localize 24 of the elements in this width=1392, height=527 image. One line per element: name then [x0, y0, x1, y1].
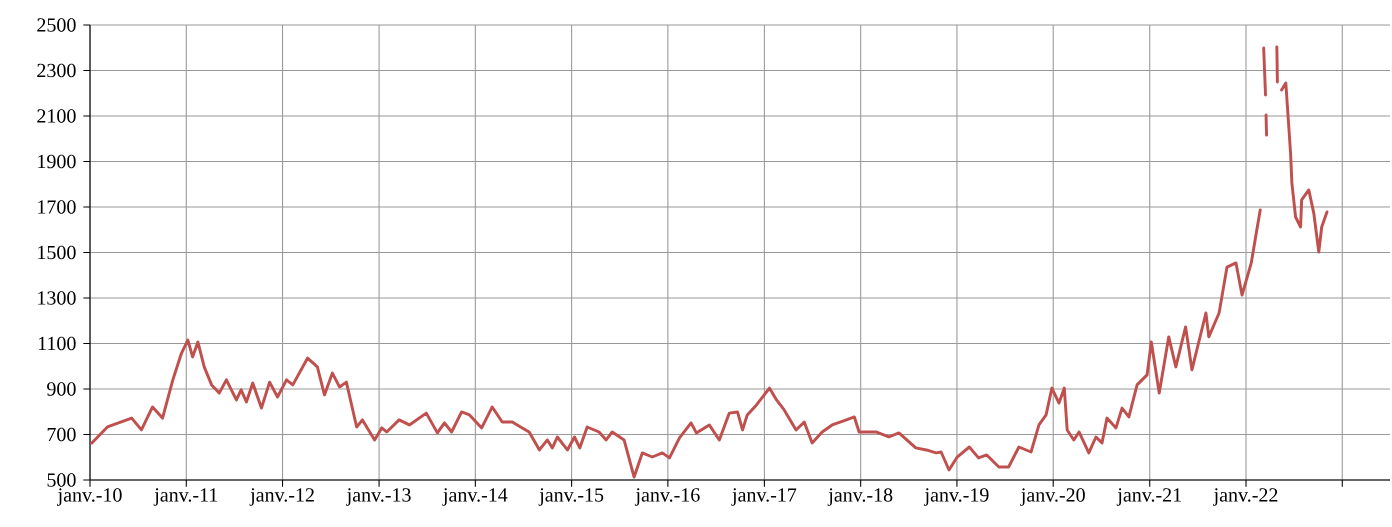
y-tick-label: 900 — [47, 382, 76, 396]
y-tick-label: 1900 — [38, 154, 76, 169]
y-tick-label: 1300 — [38, 291, 76, 305]
x-tick-label: janv.-21 — [1116, 488, 1181, 506]
x-tick-label: janv.-11 — [153, 488, 218, 506]
x-tick-label: janv.-18 — [827, 488, 893, 506]
y-tick-label: 2100 — [37, 109, 76, 123]
y-tick-label: 1100 — [38, 336, 76, 351]
y-tick-label: 2300 — [37, 63, 76, 78]
x-tick-label: janv.-16 — [634, 488, 700, 506]
x-tick-label: janv.-19 — [923, 488, 989, 506]
y-tick-label: 700 — [47, 427, 76, 442]
y-tick-label: 500 — [47, 473, 76, 487]
x-tick-label: janv.-22 — [1213, 488, 1278, 506]
x-tick-label: janv.-12 — [249, 488, 314, 506]
x-tick-label: janv.-17 — [731, 488, 797, 506]
x-tick-label: janv.-10 — [57, 488, 122, 506]
y-tick-label: 1700 — [38, 200, 76, 214]
x-tick-label: janv.-20 — [1020, 488, 1085, 506]
x-tick-label: janv.-13 — [346, 488, 411, 506]
y-tick-label: 1500 — [38, 245, 76, 260]
x-tick-label: janv.-14 — [442, 488, 508, 506]
x-tick-label: janv.-15 — [538, 488, 604, 506]
y-tick-label: 2500 — [37, 18, 76, 32]
